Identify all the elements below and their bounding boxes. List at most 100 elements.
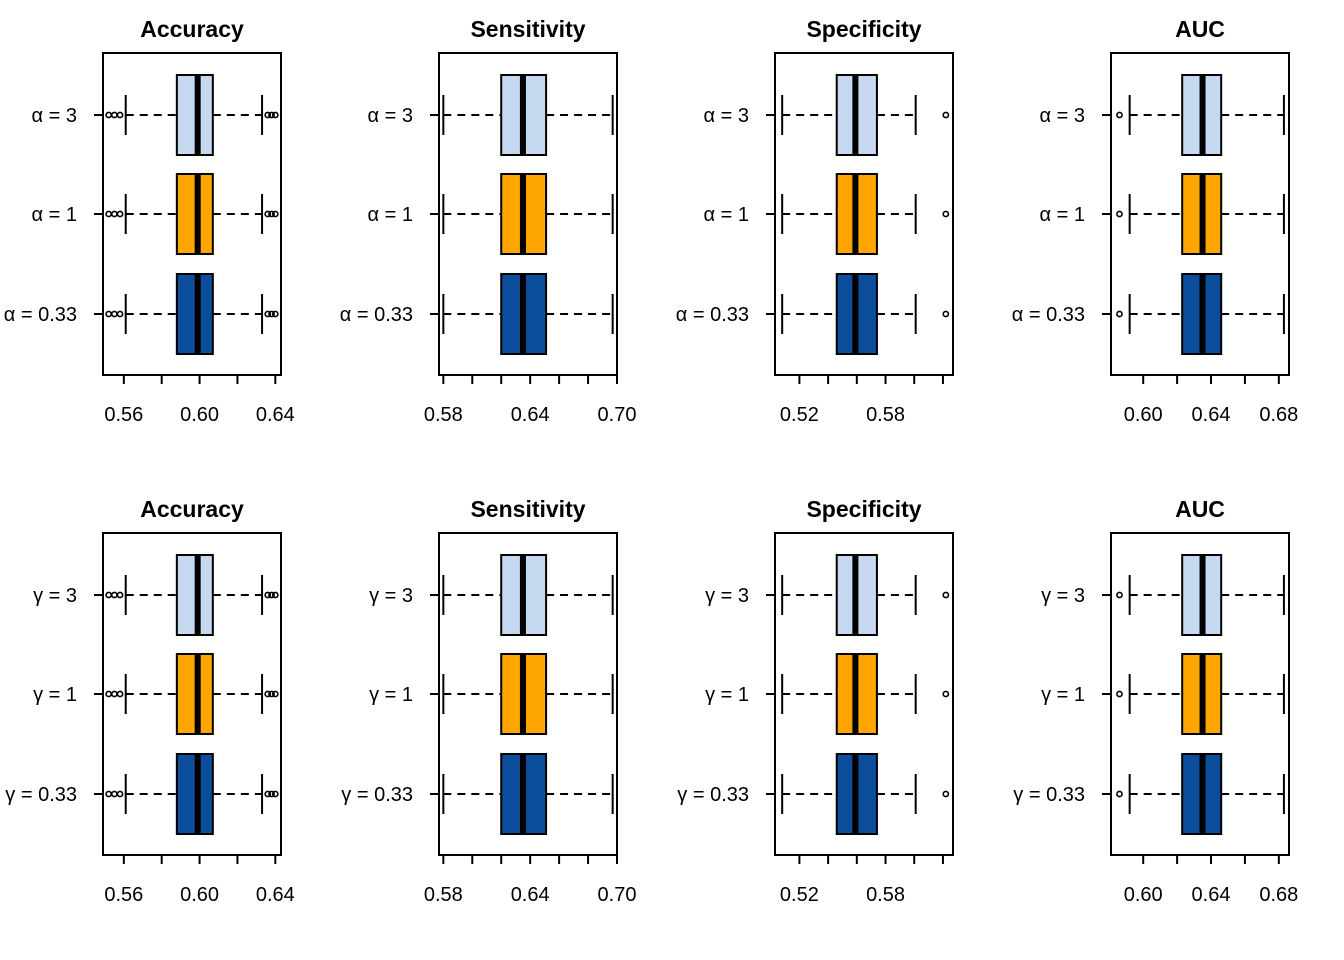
box-group: γ = 3: [369, 554, 614, 636]
x-tick-label: 0.64: [256, 884, 295, 906]
outlier-point: [271, 690, 279, 698]
chart-panel: Accuracy 0.56 0.60 0.64 α = 3 α = 1 α = 0.33: [4, 16, 295, 426]
outlier-point: [105, 591, 113, 599]
box-group: α = 0.33: [4, 273, 279, 355]
chart-title: Sensitivity: [470, 496, 585, 522]
outlier-point: [110, 790, 118, 798]
y-tick-label: α = 3: [704, 105, 749, 127]
outlier-point: [942, 111, 950, 119]
outlier-point: [116, 690, 124, 698]
x-tick-label: 0.64: [1192, 884, 1231, 906]
y-tick-label: γ = 1: [1041, 684, 1085, 706]
y-tick-label: γ = 1: [33, 684, 77, 706]
x-tick-label: 0.70: [598, 884, 637, 906]
x-tick-label: 0.60: [180, 404, 219, 426]
chart-title: AUC: [1175, 496, 1225, 522]
x-tick-label: 0.60: [1124, 404, 1163, 426]
outlier-point: [110, 210, 118, 218]
outlier-point: [105, 310, 113, 318]
chart-title: AUC: [1175, 16, 1225, 42]
outlier-point: [268, 790, 275, 798]
outlier-point: [110, 591, 118, 599]
outlier-point: [942, 591, 950, 599]
outlier-point: [264, 111, 272, 119]
y-tick-label: α = 1: [704, 204, 749, 226]
outlier-point: [105, 790, 113, 798]
outlier-point: [264, 310, 272, 318]
chart-panel: Specificity 0.52 0.58 α = 3 α = 1 α = 0.33: [676, 16, 954, 426]
chart-panel: AUC 0.60 0.64 0.68 γ = 3 γ = 1 γ = 0.33: [1013, 496, 1298, 906]
box-group: γ = 0.33: [1013, 753, 1285, 835]
x-tick-label: 0.58: [424, 404, 463, 426]
y-tick-label: α = 3: [32, 105, 77, 127]
x-tick-label: 0.60: [180, 884, 219, 906]
x-tick-label: 0.58: [424, 884, 463, 906]
x-tick-label: 0.64: [511, 404, 550, 426]
chart-panel: Accuracy 0.56 0.60 0.64 γ = 3 γ = 1 γ = 0.33: [5, 496, 295, 906]
outlier-point: [942, 310, 950, 318]
outlier-point: [268, 690, 275, 698]
box-group: α = 3: [368, 74, 614, 156]
x-tick-label: 0.64: [1192, 404, 1231, 426]
x-tick-label: 0.52: [780, 884, 819, 906]
outlier-point: [271, 790, 279, 798]
y-tick-label: α = 3: [1040, 105, 1085, 127]
x-tick-label: 0.60: [1124, 884, 1163, 906]
x-tick-label: 0.52: [780, 404, 819, 426]
outlier-point: [268, 111, 275, 119]
y-tick-label: α = 1: [368, 204, 413, 226]
box-group: γ = 3: [33, 554, 279, 636]
outlier-point: [1116, 310, 1123, 318]
box-group: γ = 3: [1041, 554, 1285, 636]
y-tick-label: γ = 0.33: [1013, 784, 1085, 806]
y-tick-label: γ = 3: [1041, 585, 1085, 607]
chart-title: Specificity: [806, 16, 921, 42]
outlier-point: [116, 790, 124, 798]
box-group: γ = 1: [1041, 653, 1285, 735]
y-tick-label: γ = 0.33: [5, 784, 77, 806]
box-group: α = 1: [368, 173, 614, 255]
box-group: α = 3: [32, 74, 279, 156]
chart-panel: Specificity 0.52 0.58 γ = 3 γ = 1 γ = 0.33: [677, 496, 954, 906]
y-tick-label: α = 1: [1040, 204, 1085, 226]
y-tick-label: α = 0.33: [4, 304, 77, 326]
x-tick-label: 0.70: [598, 404, 637, 426]
outlier-point: [268, 310, 275, 318]
y-tick-label: α = 3: [368, 105, 413, 127]
chart-title: Accuracy: [140, 496, 244, 522]
box-group: γ = 1: [705, 653, 950, 735]
outlier-point: [268, 591, 275, 599]
y-tick-label: γ = 3: [369, 585, 413, 607]
box-group: γ = 0.33: [677, 753, 950, 835]
x-tick-label: 0.64: [256, 404, 295, 426]
y-tick-label: γ = 0.33: [677, 784, 749, 806]
outlier-point: [264, 790, 272, 798]
outlier-point: [268, 210, 275, 218]
chart-panel: Sensitivity 0.58 0.64 0.70 γ = 3 γ = 1 γ = 0.3…: [341, 496, 636, 906]
y-tick-label: α = 0.33: [340, 304, 413, 326]
y-tick-label: α = 0.33: [1012, 304, 1085, 326]
x-tick-label: 0.58: [866, 884, 905, 906]
box-group: α = 1: [32, 173, 279, 255]
outlier-point: [105, 210, 113, 218]
y-tick-label: α = 1: [32, 204, 77, 226]
outlier-point: [264, 591, 272, 599]
outlier-point: [116, 591, 124, 599]
outlier-point: [116, 111, 124, 119]
x-tick-label: 0.56: [104, 404, 143, 426]
outlier-point: [942, 790, 950, 798]
y-tick-label: γ = 3: [705, 585, 749, 607]
outlier-point: [271, 310, 279, 318]
chart-panel: AUC 0.60 0.64 0.68 α = 3 α = 1 α = 0.33: [1012, 16, 1299, 426]
outlier-point: [116, 210, 124, 218]
outlier-point: [264, 210, 272, 218]
outlier-point: [1116, 210, 1123, 218]
outlier-point: [1116, 690, 1123, 698]
outlier-point: [116, 310, 124, 318]
outlier-point: [271, 210, 279, 218]
y-tick-label: γ = 3: [33, 585, 77, 607]
outlier-point: [105, 690, 113, 698]
box-group: γ = 1: [33, 653, 279, 735]
chart-title: Specificity: [806, 496, 921, 522]
outlier-point: [105, 111, 113, 119]
